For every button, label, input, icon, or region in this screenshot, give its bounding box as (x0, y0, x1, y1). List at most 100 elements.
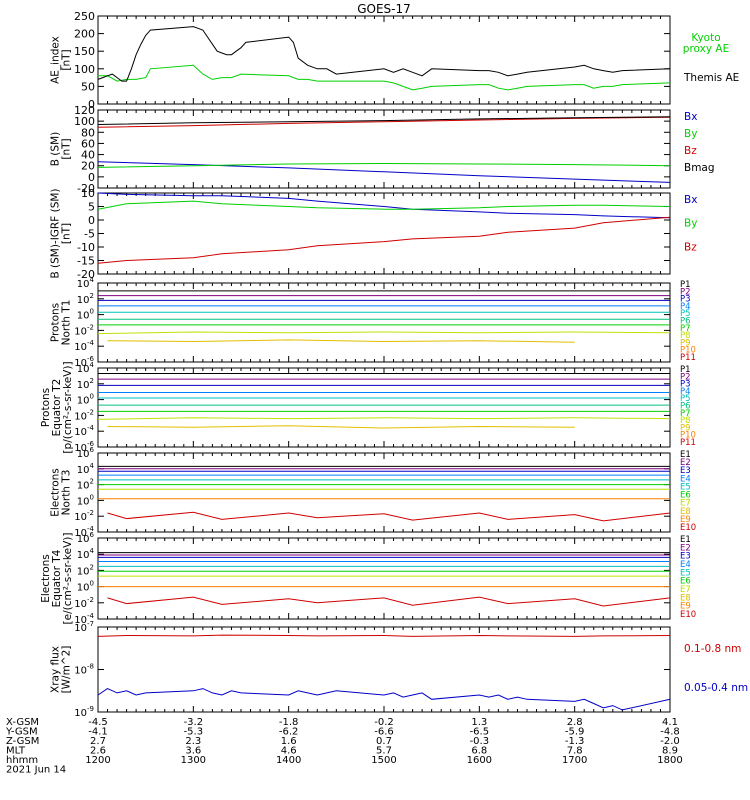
y-tick-label: 10-4 (74, 339, 94, 353)
legend-entry: Kyoto proxy AE (683, 32, 729, 55)
y-tick-exponent: -2 (87, 509, 94, 517)
legend-entry: P11 (680, 353, 696, 363)
axis-row-label: MLT (6, 746, 26, 757)
y-tick-exponent: 4 (90, 361, 95, 369)
y-axis-label: [nT] (61, 138, 73, 159)
legend-entry-line: proxy AE (683, 43, 729, 55)
y-tick-label: 100 (74, 63, 95, 76)
legend-entry: E5 (680, 482, 691, 492)
legend-entry: E10 (680, 610, 696, 620)
axis-row-value: 2.6 (90, 746, 106, 757)
axis-row-value: 7.8 (567, 746, 583, 757)
legend-entry: Themis AE (683, 72, 739, 84)
series-themis-ae (97, 26, 671, 82)
axis-row-value: 2.3 (185, 736, 201, 747)
y-tick-label: 0 (88, 98, 95, 111)
y-tick-label: 10 (81, 187, 95, 200)
y-axis-label: Xray flux (50, 646, 62, 693)
legend-entry: E4 (680, 474, 691, 484)
y-axis-label: B (SM)-IGRF (SM) (50, 188, 62, 278)
series-e10 (107, 511, 671, 522)
series-kyoto-proxy-ae (98, 64, 671, 91)
y-tick-label: -10 (77, 241, 95, 254)
y-tick-label: -20 (77, 268, 95, 281)
legend-entry: P3 (680, 380, 691, 390)
axis-row-value: 1.3 (471, 717, 487, 728)
y-tick-exponent: -4 (87, 339, 95, 347)
panel-frame (97, 367, 671, 448)
series-by (97, 162, 671, 168)
legend-entry: P1 (680, 365, 691, 375)
legend-entry: E7 (680, 585, 691, 595)
y-tick-exponent: -6 (87, 440, 95, 448)
panel-ae: 0 50 100 150 200 250 AE_index [nT] Kyoto proxy AE… (50, 10, 740, 111)
legend-entry: P2 (680, 372, 691, 382)
y-tick-exponent: -4 (87, 612, 95, 620)
y-tick-label: 0 (88, 171, 95, 184)
legend-entry: Bz (684, 241, 697, 253)
legend-entry: P5 (680, 394, 691, 404)
legend-entry: E9 (680, 515, 691, 525)
legend-entry: P2 (680, 287, 691, 297)
legend-entry: Bx (684, 111, 697, 123)
legend-entry: P8 (680, 331, 691, 341)
series-p8 (97, 331, 671, 335)
legend-entry: E7 (680, 499, 691, 509)
axis-row-value: -1.8 (279, 717, 299, 728)
legend-entry: P7 (680, 409, 691, 419)
legend-entry: P6 (680, 402, 691, 412)
axis-row-value: 2.8 (567, 717, 583, 728)
y-axis-label: Protons (40, 388, 52, 427)
axis-row-value: 1.6 (281, 736, 297, 747)
legend-entry: E4 (680, 560, 691, 570)
y-tick-label: 10-2 (74, 509, 94, 523)
y-tick-label: 100 (77, 393, 94, 407)
y-tick-label: 106 (77, 446, 95, 460)
y-tick-exponent: 2 (90, 292, 94, 300)
axis-row-value: 0.7 (376, 736, 392, 747)
y-tick-label: 10-2 (74, 408, 94, 422)
axis-row-value: 8.9 (662, 746, 678, 757)
y-tick-label: 104 (77, 276, 95, 290)
series-bz (97, 216, 671, 264)
axis-row-value: 6.8 (471, 746, 487, 757)
y-tick-label: 102 (77, 377, 94, 391)
legend-entry: P3 (680, 295, 691, 305)
axis-row-value: -5.9 (565, 727, 585, 738)
y-tick-label: 120 (74, 104, 95, 117)
legend-entry: P9 (680, 423, 691, 433)
y-axis-label: Electrons (40, 554, 52, 603)
axis-row-value: -0.3 (470, 736, 490, 747)
y-tick-label: -15 (77, 255, 95, 268)
legend-entry: 0.1-0.8 nm (684, 643, 741, 655)
y-tick-label: 80 (81, 126, 95, 139)
y-tick-exponent: 4 (90, 462, 95, 470)
y-tick-label: 250 (74, 10, 95, 23)
axis-row-label: X-GSM (6, 717, 39, 728)
axis-row-value: -0.2 (374, 717, 394, 728)
y-tick-exponent: 0 (90, 580, 94, 588)
y-tick-label: 60 (81, 137, 95, 150)
axis-row-value: 5.7 (376, 746, 392, 757)
axis-row-value: 3.6 (185, 746, 201, 757)
axis-row-value: 4.1 (662, 717, 678, 728)
y-axis-label: [W/m^2] (61, 646, 73, 694)
legend-entry: P6 (680, 317, 691, 327)
y-tick-label: 100 (74, 115, 95, 128)
legend-entry: E8 (680, 593, 691, 603)
y-tick-label: 102 (77, 478, 94, 492)
axis-row-value: -5.3 (184, 727, 204, 738)
axis-row-value: -6.6 (374, 727, 394, 738)
legend-entry: E1 (680, 535, 691, 545)
y-tick-label: 10-4 (74, 424, 94, 438)
y-tick-exponent: 6 (90, 531, 95, 539)
legend-entry: Bx (684, 194, 697, 206)
axis-row-value: 1600 (467, 755, 492, 766)
date-label: 2021 Jun 14 (6, 765, 66, 776)
axis-row-value: -6.2 (279, 727, 299, 738)
panel-frame (97, 452, 671, 533)
axis-row-value: 1300 (181, 755, 206, 766)
y-tick-exponent: -2 (87, 323, 94, 331)
